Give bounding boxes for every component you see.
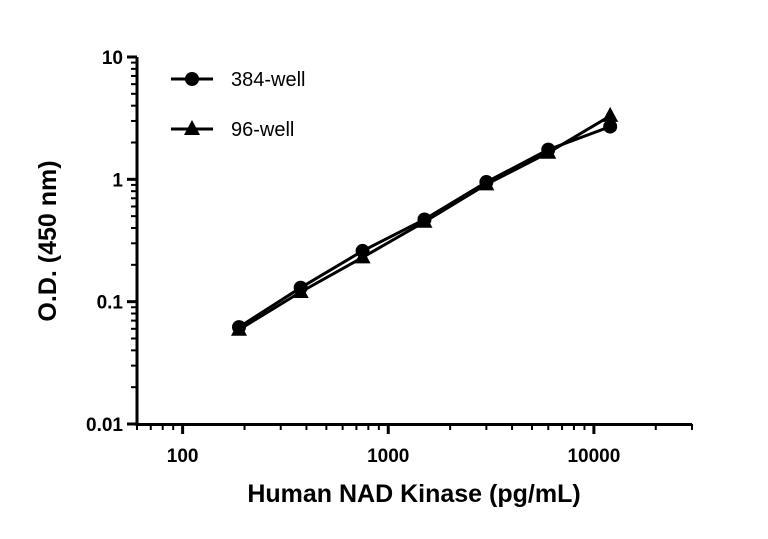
y-ticks-group: 0.01 0.1 1 10 — [86, 48, 137, 436]
x-axis-title: Human NAD Kinase (pg/mL) — [247, 480, 580, 508]
legend-item-384-well: 384-well — [171, 69, 305, 91]
legend-marker-96-well — [184, 120, 200, 135]
data-point-96-well — [292, 282, 309, 298]
series-96-well — [230, 106, 619, 336]
legend-marker-384-well — [185, 72, 199, 86]
data-point-96-well — [540, 143, 557, 159]
legend-label-96-well: 96-well — [231, 119, 294, 141]
x-tick-label: 100 — [167, 446, 199, 467]
data-point-96-well — [478, 175, 495, 191]
series-layer — [230, 106, 619, 336]
legend-item-96-well: 96-well — [171, 119, 294, 141]
y-tick-label: 1 — [112, 170, 123, 191]
data-point-96-well — [602, 106, 619, 122]
legend: 384-well 96-well — [171, 69, 305, 141]
x-tick-label: 10000 — [567, 446, 620, 467]
y-tick-label: 0.1 — [97, 293, 124, 314]
x-tick-label: 1000 — [367, 446, 409, 467]
x-ticks-group: 100 1000 10000 — [136, 424, 693, 467]
legend-label-384-well: 384-well — [231, 69, 305, 91]
data-point-96-well — [416, 212, 433, 228]
data-point-96-well — [230, 320, 247, 336]
y-tick-label: 10 — [102, 48, 123, 69]
axes-group — [135, 57, 692, 426]
data-point-384-well — [603, 119, 618, 134]
data-point-96-well — [354, 248, 371, 264]
y-tick-label: 0.01 — [86, 415, 123, 436]
y-axis-title: O.D. (450 nm) — [34, 160, 62, 321]
